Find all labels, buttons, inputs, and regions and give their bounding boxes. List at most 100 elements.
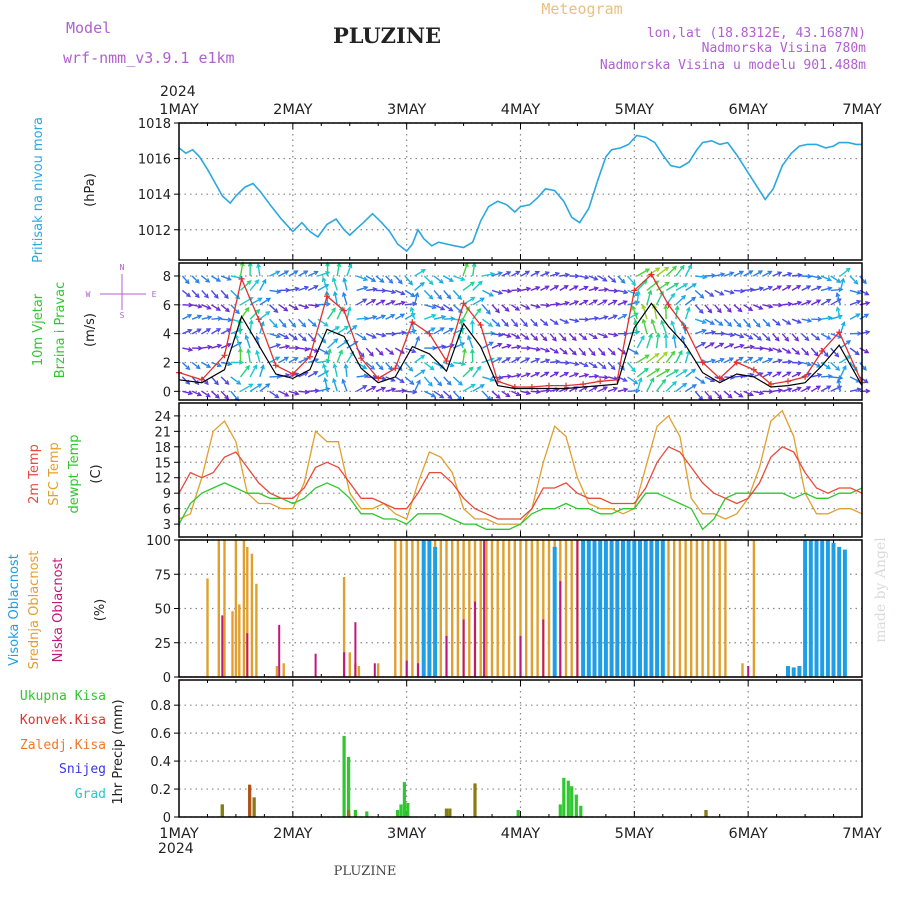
wind-arrow [269,390,279,399]
wind-arrow [781,318,791,325]
wind-arrow [520,287,531,292]
wind-arrow [836,307,842,320]
wind-arrow [520,318,528,327]
wind-arrowhead [655,267,661,272]
wind-arrowhead [370,365,376,370]
wind-arrow [269,304,278,313]
wind-arrow [617,314,627,320]
wind-arrowhead [490,330,496,336]
wind-arrow [724,333,735,337]
wind-arrow [840,355,851,364]
wind-arrowhead [720,272,726,277]
wind-arrowhead [838,287,844,293]
wind-arrowhead [304,346,310,352]
wind-arrowhead [275,333,282,339]
wind-arrowhead [765,336,771,342]
wind-arrowhead [331,276,337,283]
wind-arrowhead [215,306,221,311]
wind-arrowhead [469,319,475,325]
cloud-bar-high [632,540,637,677]
wind-arrow [404,390,417,393]
wind-gust-marker [682,324,689,331]
wind-arrow [723,304,732,313]
wind-arrowhead [633,350,640,355]
wind-arrowhead [197,345,204,351]
wind-arrow [791,347,800,355]
wind-arrowhead [205,278,211,283]
wind-arrow [694,304,704,314]
wind-arrowhead [283,356,290,362]
wind-arrow [462,281,475,291]
x-label-top: 5MAY [615,102,655,118]
wind-arrowhead [640,334,645,341]
wind-arrowhead [430,392,437,398]
wind-arrowhead [185,365,191,371]
cloud-ylabel-mid: Srednja Oblacnost [27,551,42,670]
precip-bar-olive [252,797,256,817]
precip-bar-total [399,804,403,817]
y-tick-label: 4 [163,328,171,343]
wind-arrowhead [390,377,396,382]
wind-arrow [249,279,259,291]
wind-arrowhead [652,303,657,309]
wind-arrow [704,331,716,335]
wind-arrowhead [768,347,774,352]
cloud-bar-low [405,660,408,677]
wind-arrowhead [670,350,676,356]
wind-arrowhead [835,291,841,298]
y-tick-label: 75 [154,568,171,583]
year-label-top: 2024 [160,84,196,100]
wind-arrowhead [564,272,571,278]
wind-arrowhead [414,291,420,298]
wind-arrow [336,339,349,349]
wind-arrow [269,343,281,349]
wind-arrow [501,289,512,293]
wind-arrow [269,333,281,338]
wind-arrow [257,263,261,277]
wind-arrow [385,314,395,320]
wind-arrowhead [711,330,717,335]
wind-arrow [501,357,511,364]
wind-arrowhead [795,350,801,355]
wind-arrow [607,347,616,356]
wind-arrowhead [553,320,559,325]
wind-arrowhead [437,381,443,387]
wind-arrow [298,270,308,277]
wind-arrowhead [806,386,812,391]
wind-arrow [549,272,560,277]
wind-arrowhead [644,354,650,359]
wind-arrow [182,347,193,351]
wind-barbs [181,260,871,402]
wind-arrow [549,318,559,325]
precip-bar-olive [444,808,449,817]
wind-arrow [671,321,677,334]
wind-arrowhead [845,267,851,273]
wind-arrow [849,289,861,294]
wind-arrow [240,280,252,291]
cloud-bar-mid [255,583,258,677]
cloud-bar-mid [282,663,285,677]
wind-arrowhead [612,386,619,392]
wind-arrow [510,318,518,327]
wind-gust-marker [733,359,740,366]
wind-arrow [346,307,351,320]
wind-arrowhead [633,379,639,385]
wind-arrowhead [601,364,607,370]
wind-arrow [675,295,686,306]
wind-arrow [810,333,820,341]
wind-arrow [375,299,385,306]
wind-arrowhead [381,332,387,338]
wind-arrowhead [498,375,504,381]
wind-arrow [849,347,860,356]
cloud-bar-high [825,540,830,677]
cloud-bar-mid [485,540,488,677]
wind-arrow [820,361,831,370]
wind-arrow [540,304,550,307]
wind-arrowhead [206,305,212,310]
wind-arrow [801,318,812,322]
wind-arrow [549,285,559,292]
wind-arrow [665,265,677,277]
wind-arrowhead [408,366,414,372]
wind-arrowhead [672,265,678,271]
wind-arrowhead [416,379,421,385]
